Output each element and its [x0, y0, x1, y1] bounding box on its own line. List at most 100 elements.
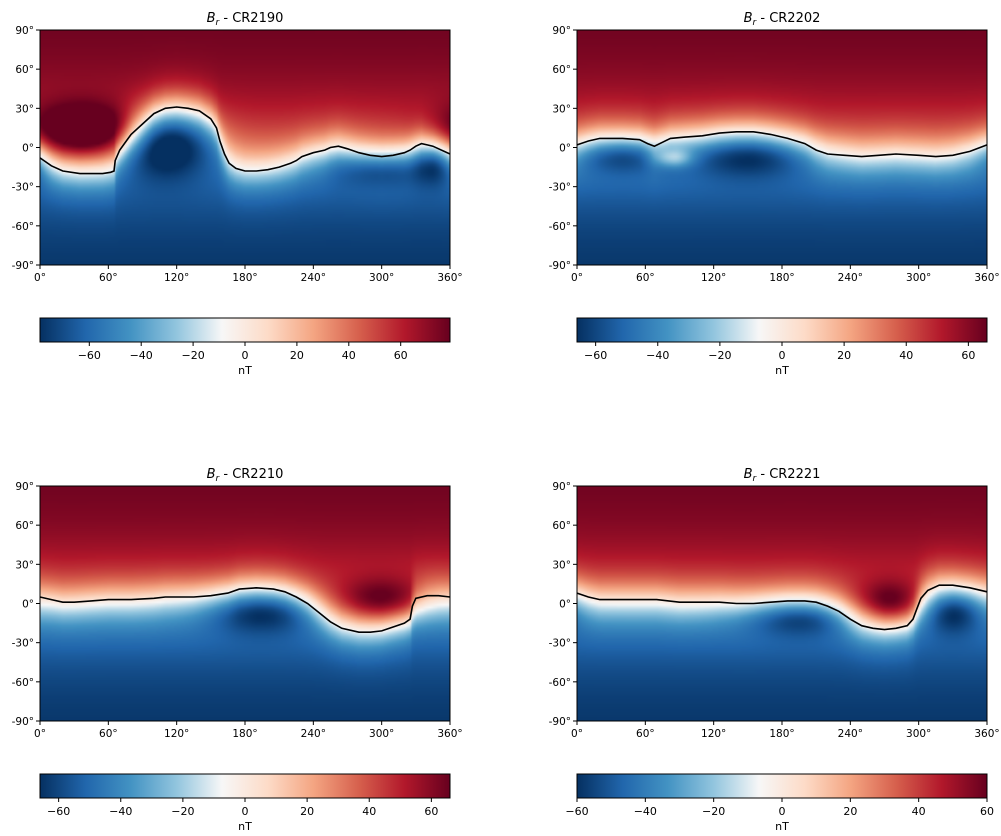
colorbar-tick-label: 60 [394, 349, 408, 362]
colorbar-label: nT [775, 820, 789, 833]
x-tick-label: 0° [34, 728, 46, 740]
x-tick-label: 0° [571, 272, 583, 284]
y-tick-label: 60° [552, 64, 571, 76]
neutral-line [576, 131, 988, 158]
heatmap-raster [40, 486, 450, 721]
y-tick-label: -30° [12, 182, 34, 194]
colorbar-tick-label: −40 [634, 805, 657, 818]
colorbar-tick-label: −60 [565, 805, 588, 818]
y-tick-label: -60° [549, 221, 571, 233]
y-tick-label: 90° [15, 25, 34, 37]
x-tick-label: 180° [232, 728, 257, 740]
colorbar-tick-label: 40 [362, 805, 376, 818]
panel-title: Br - CR2210 [207, 467, 284, 484]
x-tick-label: 0° [571, 728, 583, 740]
colorbar-tick-label: 20 [290, 349, 304, 362]
colorbar-label: nT [238, 364, 252, 377]
colorbar-tick-label: −20 [702, 805, 725, 818]
colorbar [576, 317, 988, 343]
x-tick-label: 240° [838, 272, 863, 284]
x-tick-label: 360° [974, 272, 999, 284]
colorbar-tick-label: −60 [47, 805, 70, 818]
x-tick-label: 60° [99, 728, 118, 740]
y-tick-label: 0° [22, 599, 34, 611]
neutral-line [39, 106, 451, 175]
colorbar [576, 773, 988, 799]
colorbar-tick-label: −40 [109, 805, 132, 818]
x-tick-label: 120° [164, 272, 189, 284]
colorbar-label: nT [238, 820, 252, 833]
y-tick-label: -30° [12, 638, 34, 650]
colorbar-tick-label: −20 [181, 349, 204, 362]
colorbar-tick-label: −40 [130, 349, 153, 362]
colorbar-tick-label: 20 [837, 349, 851, 362]
x-tick-label: 240° [301, 728, 326, 740]
colorbar [39, 317, 451, 343]
x-tick-label: 120° [701, 272, 726, 284]
y-tick-label: 60° [15, 520, 34, 532]
colorbar-tick-label: 0 [779, 349, 786, 362]
x-tick-label: 120° [701, 728, 726, 740]
y-tick-label: 30° [552, 103, 571, 115]
panel-cr2210: Br - CR2210 0° 60° 120° 180° 240° 300° 360° 90° 6… [12, 467, 463, 833]
y-tick-label: -60° [549, 677, 571, 689]
x-tick-label: 240° [838, 728, 863, 740]
y-tick-label: -60° [12, 677, 34, 689]
y-tick-label: 30° [552, 559, 571, 571]
x-tick-label: 300° [369, 728, 394, 740]
x-tick-label: 120° [164, 728, 189, 740]
x-tick-label: 240° [301, 272, 326, 284]
y-tick-label: 0° [22, 143, 34, 155]
x-tick-label: 300° [906, 272, 931, 284]
y-tick-label: 60° [552, 520, 571, 532]
x-tick-label: 300° [906, 728, 931, 740]
colorbar-tick-label: −60 [584, 349, 607, 362]
panel-cr2221: Br - CR2221 0° 60° 120° 180° 240° 300° 360° 90° 6… [549, 467, 1000, 833]
colorbar-tick-label: 60 [424, 805, 438, 818]
y-tick-label: 30° [15, 559, 34, 571]
y-tick-label: -90° [12, 716, 34, 728]
heatmap-raster [577, 30, 987, 265]
x-tick-label: 300° [369, 272, 394, 284]
x-tick-label: 60° [636, 272, 655, 284]
colorbar-tick-label: 0 [242, 349, 249, 362]
colorbar-tick-label: 0 [779, 805, 786, 818]
y-tick-label: -90° [549, 260, 571, 272]
y-tick-label: -30° [549, 638, 571, 650]
y-tick-label: -30° [549, 182, 571, 194]
colorbar-tick-label: 20 [843, 805, 857, 818]
panel-cr2190: Br - CR2190 0° 60° 120° 180° 240° 300° 360° 90° 6… [12, 11, 463, 377]
colorbar-tick-label: 20 [300, 805, 314, 818]
heatmap-raster [40, 30, 450, 265]
y-tick-label: -90° [549, 716, 571, 728]
colorbar [39, 773, 451, 799]
x-tick-label: 360° [974, 728, 999, 740]
colorbar-tick-label: 40 [342, 349, 356, 362]
neutral-line [576, 584, 988, 631]
y-tick-label: 60° [15, 64, 34, 76]
colorbar-tick-label: 0 [242, 805, 249, 818]
x-tick-label: 0° [34, 272, 46, 284]
neutral-line [39, 586, 451, 633]
x-tick-label: 180° [232, 272, 257, 284]
x-tick-label: 60° [636, 728, 655, 740]
colorbar-tick-label: 60 [980, 805, 994, 818]
y-tick-label: 90° [15, 481, 34, 493]
y-tick-label: -90° [12, 260, 34, 272]
x-tick-label: 180° [769, 272, 794, 284]
colorbar-tick-label: −20 [708, 349, 731, 362]
colorbar-tick-label: 40 [912, 805, 926, 818]
y-tick-label: 0° [559, 599, 571, 611]
y-tick-label: 90° [552, 481, 571, 493]
panel-title: Br - CR2202 [744, 11, 821, 28]
colorbar-tick-label: −20 [171, 805, 194, 818]
y-tick-label: 30° [15, 103, 34, 115]
heatmap-raster [577, 486, 987, 721]
y-tick-label: 0° [559, 143, 571, 155]
y-tick-label: -60° [12, 221, 34, 233]
panel-title: Br - CR2221 [744, 467, 821, 484]
panel-title: Br - CR2190 [207, 11, 284, 28]
colorbar-label: nT [775, 364, 789, 377]
y-tick-label: 90° [552, 25, 571, 37]
